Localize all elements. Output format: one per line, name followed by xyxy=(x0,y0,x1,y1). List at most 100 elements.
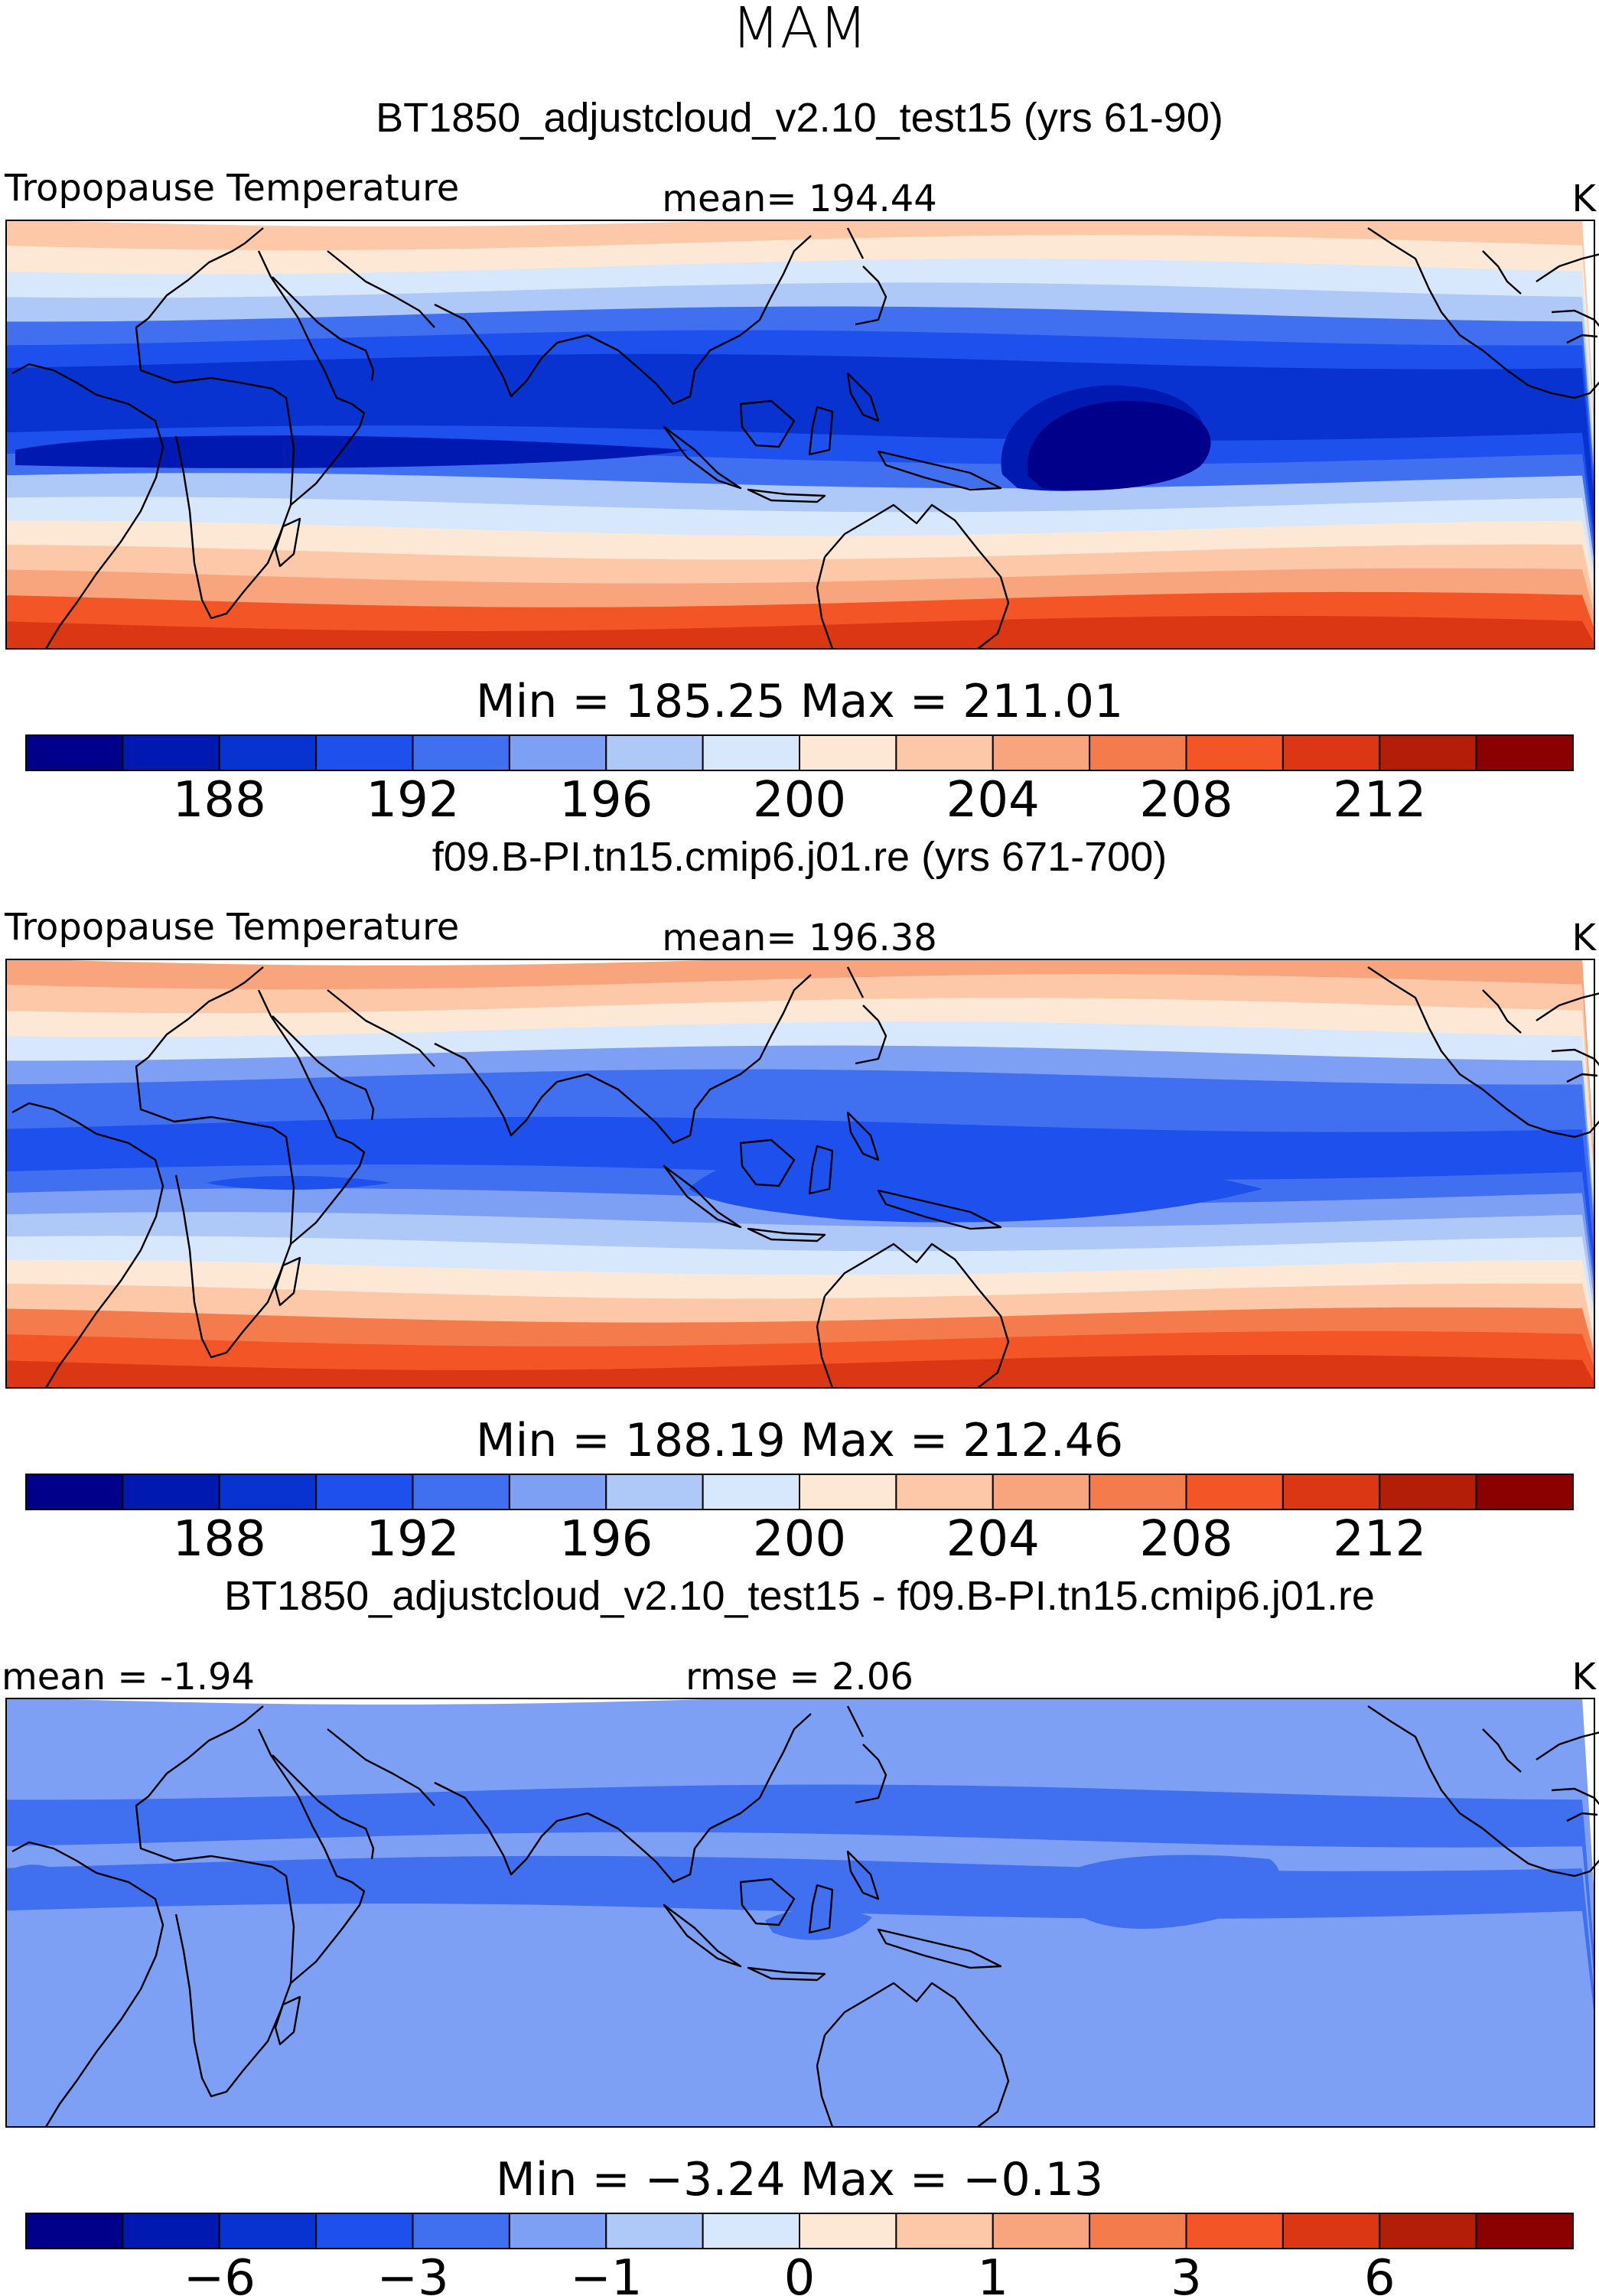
colorbar-swatch xyxy=(1089,734,1187,771)
colorbar-swatch xyxy=(218,1474,318,1510)
colorbar-tick-label: 204 xyxy=(946,1511,1040,1568)
colorbar-tick-label: 200 xyxy=(753,1511,846,1568)
panel-1-unit: K xyxy=(1572,177,1597,220)
colorbar-swatch xyxy=(412,734,510,771)
panel-3: BT1850_adjustcloud_v2.10_test15 - f09.B-… xyxy=(2,1573,1599,2296)
colorbar-swatch xyxy=(1379,1474,1477,1510)
colorbar-swatch xyxy=(508,734,607,771)
colorbar-swatch xyxy=(412,1474,510,1510)
colorbar-swatch xyxy=(799,2213,897,2249)
colorbar-tick-label: 3 xyxy=(1171,2250,1202,2296)
colorbar-swatch xyxy=(1379,734,1477,771)
colorbar-tick-label: 196 xyxy=(559,1511,653,1568)
colorbar-tick-label: 204 xyxy=(946,772,1040,829)
panel-3-mean-label: mean = -1.94 xyxy=(2,1656,255,1698)
panel-1-contour-band xyxy=(6,615,1594,649)
panel-1-left-label: Tropopause Temperature xyxy=(4,167,459,210)
colorbar-tick-label: −3 xyxy=(376,2250,448,2296)
colorbar-tick-label: 208 xyxy=(1139,1511,1233,1568)
colorbar-tick-label: 6 xyxy=(1364,2250,1395,2296)
colorbar-swatch xyxy=(1185,1474,1284,1510)
colorbar-tick-label: 188 xyxy=(173,772,266,829)
colorbar-swatch xyxy=(1281,734,1381,771)
panel-3-map xyxy=(6,1698,1594,2127)
panel-3-contour-band xyxy=(6,2093,1594,2127)
panel-2-mean-label: mean= 196.38 xyxy=(662,917,937,959)
colorbar-swatch xyxy=(1185,2213,1284,2249)
panel-1-frame xyxy=(5,220,1595,650)
colorbar-tick-label: 208 xyxy=(1139,772,1233,829)
panel-2-unit: K xyxy=(1572,917,1597,959)
colorbar-swatch xyxy=(1475,1474,1574,1510)
colorbar-swatch xyxy=(122,1474,220,1510)
panel-3-minmax: Min = −3.24 Max = −0.13 xyxy=(496,2153,1103,2206)
panel-1: BT1850_adjustcloud_v2.10_test15 (yrs 61-… xyxy=(4,95,1599,829)
colorbar-swatch xyxy=(992,1474,1091,1510)
colorbar-swatch xyxy=(799,1474,897,1510)
colorbar-swatch xyxy=(895,734,994,771)
colorbar-swatch xyxy=(605,2213,704,2249)
panel-1-minmax: Min = 185.25 Max = 211.01 xyxy=(476,675,1123,728)
colorbar-swatch xyxy=(605,734,704,771)
colorbar-swatch xyxy=(992,2213,1091,2249)
colorbar-swatch xyxy=(25,2213,124,2249)
colorbar-swatch xyxy=(508,1474,607,1510)
colorbar-swatch xyxy=(1185,734,1284,771)
colorbar-swatch xyxy=(25,734,124,771)
colorbar-tick-label: 188 xyxy=(173,1511,266,1568)
colorbar-swatch xyxy=(895,1474,994,1510)
panel-1-colorbar: 188 192 196 200 204 208 212 xyxy=(25,734,1574,829)
colorbar-swatch xyxy=(412,2213,510,2249)
panel-3-title: BT1850_adjustcloud_v2.10_test15 - f09.B-… xyxy=(224,1573,1375,1619)
panel-2-title: f09.B-PI.tn15.cmip6.j01.re (yrs 671-700) xyxy=(432,834,1167,880)
panel-2-frame xyxy=(5,959,1595,1389)
panel-1-mean-label: mean= 194.44 xyxy=(662,177,937,220)
colorbar-swatch xyxy=(315,1474,414,1510)
colorbar-swatch xyxy=(315,2213,414,2249)
colorbar-swatch xyxy=(799,734,897,771)
panel-3-rmse-label: rmse = 2.06 xyxy=(686,1656,913,1698)
colorbar-swatch xyxy=(895,2213,994,2249)
panel-1-title: BT1850_adjustcloud_v2.10_test15 (yrs 61-… xyxy=(376,95,1223,141)
super-title: MAM xyxy=(731,0,868,61)
panel-2-minmax: Min = 188.19 Max = 212.46 xyxy=(476,1414,1123,1467)
colorbar-tick-label: 200 xyxy=(753,772,846,829)
colorbar-swatch xyxy=(1089,1474,1187,1510)
panel-2-colorbar: 188 192 196 200 204 208 212 xyxy=(25,1474,1574,1568)
panel-2: f09.B-PI.tn15.cmip6.j01.re (yrs 671-700)… xyxy=(4,834,1599,1568)
colorbar-swatch xyxy=(25,1474,124,1510)
panel-2-map xyxy=(6,959,1594,1388)
colorbar-swatch xyxy=(1475,2213,1574,2249)
panel-1-map xyxy=(6,220,1594,649)
colorbar-swatch xyxy=(218,734,318,771)
colorbar-swatch xyxy=(1281,1474,1381,1510)
colorbar-swatch xyxy=(1281,2213,1381,2249)
colorbar-swatch xyxy=(702,2213,800,2249)
colorbar-tick-label: 212 xyxy=(1333,772,1426,829)
colorbar-tick-label: −1 xyxy=(570,2250,642,2296)
colorbar-swatch xyxy=(702,1474,800,1510)
colorbar-swatch xyxy=(315,734,414,771)
panel-3-unit: K xyxy=(1572,1656,1597,1698)
colorbar-tick-label: 212 xyxy=(1333,1511,1426,1568)
panel-2-contour-band xyxy=(6,1354,1594,1388)
colorbar-tick-label: 0 xyxy=(784,2250,816,2296)
colorbar-swatch xyxy=(1089,2213,1187,2249)
colorbar-tick-label: −6 xyxy=(184,2250,256,2296)
colorbar-swatch xyxy=(605,1474,704,1510)
colorbar-tick-label: 196 xyxy=(559,772,653,829)
colorbar-swatch xyxy=(702,734,800,771)
colorbar-tick-label: 192 xyxy=(366,772,459,829)
colorbar-swatch xyxy=(1379,2213,1477,2249)
colorbar-tick-label: 192 xyxy=(366,1511,459,1568)
panel-3-colorbar: −6 −3 −1 0 1 3 6 xyxy=(25,2213,1574,2296)
colorbar-tick-label: 1 xyxy=(977,2250,1008,2296)
colorbar-swatch xyxy=(122,734,220,771)
colorbar-swatch xyxy=(508,2213,607,2249)
colorbar-swatch xyxy=(218,2213,318,2249)
panel-2-left-label: Tropopause Temperature xyxy=(4,906,459,949)
colorbar-swatch xyxy=(1475,734,1574,771)
colorbar-swatch xyxy=(122,2213,220,2249)
colorbar-swatch xyxy=(992,734,1091,771)
